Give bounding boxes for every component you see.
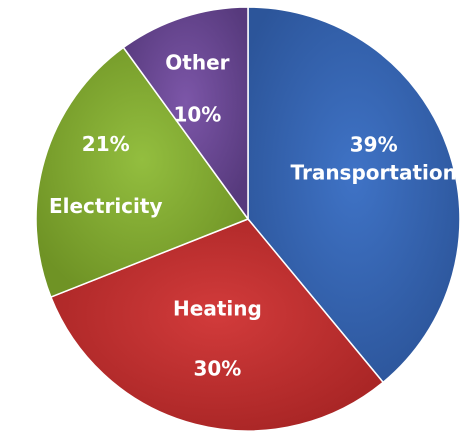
pie-labels: 39% Transportation Heating 30% 21% Electricit…	[49, 50, 457, 380]
pie-slice-heating	[49, 218, 385, 432]
slice-percent-electricity: 21%	[82, 132, 130, 156]
slice-name-other: Other	[165, 50, 229, 74]
slice-name-transportation: Transportation	[291, 160, 457, 184]
slice-percent-other: 10%	[173, 102, 221, 126]
pie-slices	[35, 6, 461, 432]
slice-percent-heating: 30%	[193, 357, 241, 381]
slice-percent-transportation: 39%	[350, 132, 398, 156]
pie-slice-other	[122, 6, 249, 222]
slice-name-heating: Heating	[173, 297, 262, 321]
slice-name-electricity: Electricity	[49, 194, 163, 218]
pie-slice-electricity	[35, 46, 250, 299]
pie-slice-transportation	[247, 6, 461, 384]
